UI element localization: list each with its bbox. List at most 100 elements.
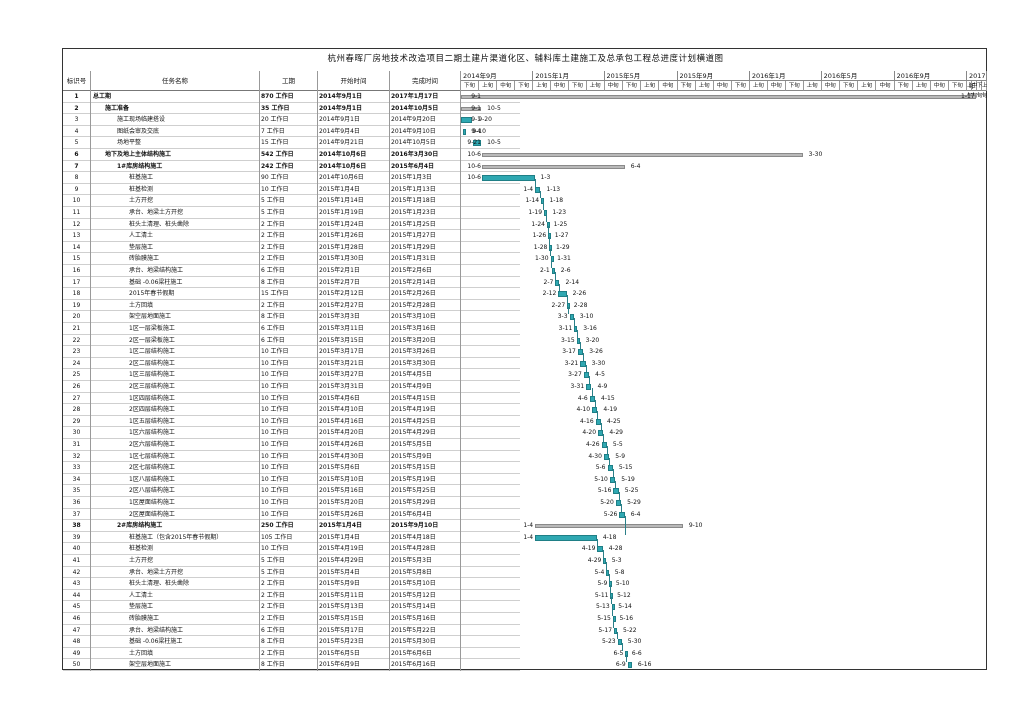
task-bar[interactable] — [551, 268, 555, 274]
task-bar[interactable] — [606, 569, 610, 576]
table-row[interactable]: 33 2区七层结构施工 10 工作日 2015年5月6日 2015年5月15日 — [63, 462, 520, 474]
task-bar[interactable] — [574, 326, 578, 332]
task-bar[interactable] — [535, 186, 541, 193]
table-row[interactable]: 16 承台、地梁结构施工 6 工作日 2015年2月1日 2015年2月6日 — [63, 265, 520, 277]
summary-bar[interactable] — [461, 106, 482, 111]
table-row[interactable]: 22 2区一层梁板施工 6 工作日 2015年3月15日 2015年3月20日 — [63, 335, 520, 347]
table-row[interactable]: 43 桩头土清理、桩头凿除 2 工作日 2015年5月9日 2015年5月10日 — [63, 578, 520, 590]
task-bar[interactable] — [614, 627, 618, 634]
table-row[interactable]: 30 1区六层结构施工 10 工作日 2015年4月20日 2015年4月29日 — [63, 427, 520, 439]
table-row[interactable]: 4 图纸会审及交底 7 工作日 2014年9月4日 2014年9月10日 — [63, 126, 520, 138]
table-row[interactable]: 11 承台、地梁土方开挖 5 工作日 2015年1月19日 2015年1月23日 — [63, 207, 520, 219]
table-row[interactable]: 44 人工清土 2 工作日 2015年5月11日 2015年5月12日 — [63, 590, 520, 602]
task-bar[interactable] — [589, 395, 596, 402]
task-bar[interactable] — [607, 465, 613, 472]
task-bar[interactable] — [597, 546, 603, 553]
table-row[interactable]: 23 1区二层结构施工 10 工作日 2015年3月17日 2015年3月26日 — [63, 346, 520, 358]
table-row[interactable]: 9 桩基检测 10 工作日 2015年1月4日 2015年1月13日 — [63, 184, 520, 196]
task-bar[interactable] — [615, 500, 622, 506]
task-duration: 6 工作日 — [261, 626, 285, 634]
table-row[interactable]: 46 砖胎膜施工 2 工作日 2015年5月15日 2015年5月16日 — [63, 613, 520, 625]
task-duration: 870 工作日 — [261, 93, 294, 100]
table-row[interactable]: 27 1区四层结构施工 10 工作日 2015年4月6日 2015年4月15日 — [63, 393, 520, 405]
task-bar[interactable] — [580, 360, 586, 367]
task-bar[interactable] — [577, 349, 584, 356]
task-bar[interactable] — [619, 511, 625, 518]
table-row[interactable]: 17 基础 -0.06梁柱施工 8 工作日 2015年2月7日 2015年2月14日 — [63, 277, 520, 289]
table-row[interactable]: 28 2区四层结构施工 10 工作日 2015年4月10日 2015年4月19日 — [63, 404, 520, 416]
summary-bar[interactable] — [461, 95, 977, 99]
task-bar[interactable] — [595, 418, 601, 425]
table-row[interactable]: 24 2区二层结构施工 10 工作日 2015年3月21日 2015年3月30日 — [63, 358, 520, 370]
task-bar[interactable] — [613, 488, 619, 495]
table-row[interactable]: 5 场地平整 15 工作日 2014年9月21日 2014年10月5日 — [63, 137, 520, 149]
table-row[interactable]: 8 桩基施工 90 工作日 2014年10月6日 2015年1月3日 — [63, 172, 520, 184]
table-row[interactable]: 10 土方开挖 5 工作日 2015年1月14日 2015年1月18日 — [63, 195, 520, 207]
task-bar[interactable] — [472, 140, 482, 147]
task-bar[interactable] — [586, 384, 592, 390]
table-row[interactable]: 36 1区屋面结构施工 10 工作日 2015年5月20日 2015年5月29日 — [63, 497, 520, 509]
table-row[interactable]: 49 土方回填 2 工作日 2015年6月5日 2015年6月6日 — [63, 648, 520, 660]
summary-bar[interactable] — [481, 164, 625, 169]
summary-bar[interactable] — [535, 524, 683, 529]
task-id: 43 — [72, 580, 81, 588]
table-row[interactable]: 13 人工清土 2 工作日 2015年1月26日 2015年1月27日 — [63, 230, 520, 242]
table-row[interactable]: 21 1区一层梁板施工 6 工作日 2015年3月11日 2015年3月16日 — [63, 323, 520, 335]
bar-start-label: 4-26 — [585, 441, 600, 448]
task-bar[interactable] — [544, 210, 548, 216]
table-row[interactable]: 29 1区五层结构施工 10 工作日 2015年4月16日 2015年4月25日 — [63, 416, 520, 428]
table-row[interactable]: 42 承台、地梁土方开挖 5 工作日 2015年5月4日 2015年5月8日 — [63, 567, 520, 579]
table-row[interactable]: 7 1#库房结构施工 242 工作日 2014年10月6日 2015年6月4日 — [63, 161, 520, 173]
task-id: 26 — [72, 383, 81, 390]
task-bar[interactable] — [558, 291, 567, 298]
table-row[interactable]: 35 2区八层结构施工 10 工作日 2015年5月16日 2015年5月25日 — [63, 485, 520, 497]
summary-bar[interactable] — [481, 153, 803, 157]
table-row[interactable]: 2 施工准备 35 工作日 2014年9月1日 2014年10月5日 — [63, 103, 520, 115]
task-bar[interactable] — [535, 534, 597, 541]
table-row[interactable]: 12 桩头土清理、桩头凿除 2 工作日 2015年1月24日 2015年1月25日 — [63, 219, 520, 231]
task-bar[interactable] — [481, 175, 535, 182]
table-row[interactable]: 37 2区屋面结构施工 10 工作日 2015年5月26日 2015年6月4日 — [63, 509, 520, 521]
table-row[interactable]: 34 1区八层结构施工 10 工作日 2015年5月10日 2015年5月19日 — [63, 474, 520, 486]
table-row[interactable]: 41 土方开挖 5 工作日 2015年4月29日 2015年5月3日 — [63, 555, 520, 567]
task-duration: 2 工作日 — [261, 255, 285, 263]
task-bar[interactable] — [603, 558, 607, 564]
table-row[interactable]: 45 垫层施工 2 工作日 2015年5月13日 2015年5月14日 — [63, 601, 520, 613]
table-row[interactable]: 48 基础 -0.06梁柱施工 8 工作日 2015年5月23日 2015年5月30日 — [63, 636, 520, 648]
task-bar[interactable] — [609, 476, 616, 483]
task-bar[interactable] — [461, 117, 473, 124]
table-row[interactable]: 1 总工期 870 工作日 2014年9月1日 2017年1月17日 — [63, 91, 520, 103]
table-row[interactable]: 32 1区七层结构施工 10 工作日 2015年4月30日 2015年5月9日 — [63, 451, 520, 463]
table-row[interactable]: 31 2区六层结构施工 10 工作日 2015年4月26日 2015年5月5日 — [63, 439, 520, 451]
table-row[interactable]: 47 承台、地梁结构施工 6 工作日 2015年5月17日 2015年5月22日 — [63, 625, 520, 637]
table-row[interactable]: 20 架空层地面施工 8 工作日 2015年3月3日 2015年3月10日 — [63, 311, 520, 323]
task-bar[interactable] — [601, 442, 607, 448]
table-row[interactable]: 38 2#库房结构施工 250 工作日 2015年1月4日 2015年9月10日 — [63, 520, 520, 532]
table-row[interactable]: 14 垫层施工 2 工作日 2015年1月28日 2015年1月29日 — [63, 242, 520, 254]
task-bar[interactable] — [603, 453, 610, 460]
table-row[interactable]: 26 2区三层结构施工 10 工作日 2015年3月31日 2015年4月9日 — [63, 381, 520, 393]
table-row[interactable]: 50 架空层地面施工 8 工作日 2015年6月9日 2015年6月16日 — [63, 659, 520, 671]
table-row[interactable]: 15 砖胎膜施工 2 工作日 2015年1月30日 2015年1月31日 — [63, 253, 520, 265]
table-row[interactable]: 3 施工现场临建搭设 20 工作日 2014年9月1日 2014年9月20日 — [63, 114, 520, 126]
task-bar[interactable] — [569, 314, 574, 321]
table-row[interactable]: 39 桩基施工（包含2015年春节假期） 105 工作日 2015年1月4日 2015年… — [63, 532, 520, 544]
task-bar[interactable] — [462, 128, 467, 135]
task-id: 10 — [72, 197, 81, 205]
task-bar[interactable] — [592, 407, 598, 414]
task-id: 47 — [72, 626, 81, 634]
table-row[interactable]: 18 2015年春节假期 15 工作日 2015年2月12日 2015年2月26日 — [63, 288, 520, 300]
task-bar[interactable] — [598, 430, 604, 437]
task-bar[interactable] — [576, 337, 580, 344]
task-bar[interactable] — [617, 639, 622, 646]
bar-start-label: 2-12 — [542, 290, 557, 298]
task-bar[interactable] — [555, 279, 560, 286]
table-row[interactable]: 25 1区三层结构施工 10 工作日 2015年3月27日 2015年4月5日 — [63, 369, 520, 381]
table-row[interactable]: 40 桩基检测 10 工作日 2015年4月19日 2015年4月28日 — [63, 543, 520, 555]
table-row[interactable]: 19 土方回填 2 工作日 2015年2月27日 2015年2月28日 — [63, 300, 520, 312]
task-bar[interactable] — [541, 198, 545, 205]
task-bar[interactable] — [583, 372, 590, 379]
table-row[interactable]: 6 地下及地上主体结构施工 542 工作日 2014年10月6日 2016年3月30日 — [63, 149, 520, 161]
task-bar[interactable] — [627, 662, 632, 669]
task-end: 2015年5月22日 — [391, 626, 436, 634]
